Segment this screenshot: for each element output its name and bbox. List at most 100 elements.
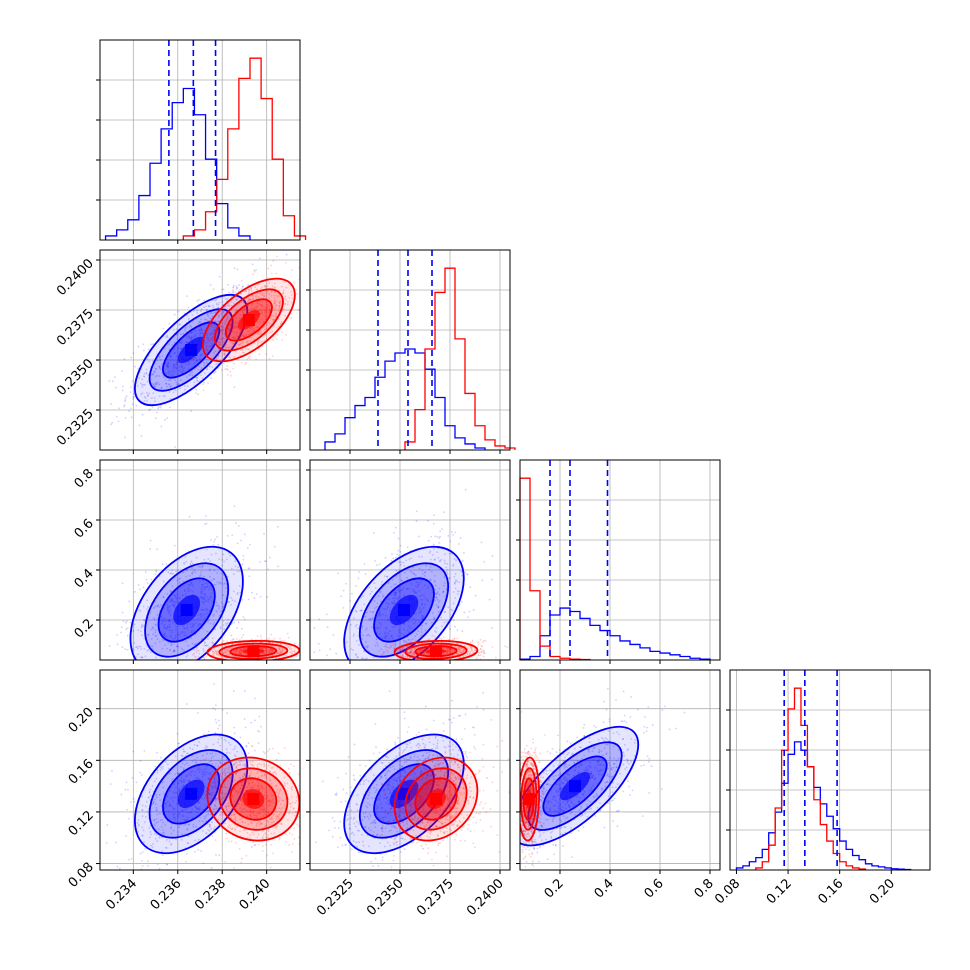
scatter-point [181, 808, 184, 811]
scatter-point [269, 317, 272, 320]
scatter-point [419, 649, 421, 652]
scatter-point [164, 378, 167, 381]
scatter-point [208, 823, 211, 826]
scatter-point [138, 609, 141, 612]
scatter-point [177, 742, 180, 745]
scatter-point [152, 627, 154, 630]
scatter-point [236, 591, 239, 594]
scatter-point [224, 354, 227, 357]
scatter-point [191, 583, 194, 586]
scatter-point [203, 364, 206, 367]
scatter-point [238, 664, 240, 666]
scatter-point [257, 332, 260, 335]
scatter-point [235, 285, 238, 288]
scatter-point [137, 583, 140, 586]
scatter-point [232, 286, 235, 289]
scatter-point [154, 629, 157, 632]
scatter-point [147, 633, 150, 636]
scatter-point [162, 620, 165, 623]
contour-blue [157, 577, 216, 643]
scatter-point [428, 568, 431, 571]
scatter-point [188, 374, 190, 377]
scatter-point [209, 312, 212, 315]
scatter-point [166, 604, 169, 607]
scatter-point [252, 668, 254, 670]
scatter-point [229, 324, 232, 326]
scatter-point [197, 298, 200, 301]
y-tick-label: 0.2375 [54, 306, 97, 349]
scatter-point [244, 332, 247, 335]
scatter-point [474, 594, 477, 597]
scatter-point [185, 828, 188, 831]
scatter-point [252, 295, 254, 298]
scatter-point [223, 353, 226, 356]
scatter-point [234, 565, 237, 568]
scatter-point [417, 630, 420, 632]
scatter-point [166, 417, 169, 419]
scatter-point [162, 829, 164, 831]
scatter-point [272, 355, 274, 358]
scatter-point [238, 570, 241, 573]
scatter-point [278, 302, 281, 304]
scatter-point [161, 662, 163, 664]
scatter-point [225, 318, 228, 320]
scatter-point [260, 312, 263, 315]
scatter-point [168, 383, 171, 386]
scatter-point [421, 649, 424, 652]
scatter-point [423, 653, 426, 656]
scatter-point [434, 592, 437, 595]
scatter-point [247, 742, 250, 744]
scatter-point [393, 642, 395, 645]
scatter-blue [105, 683, 271, 870]
scatter-point [209, 622, 212, 625]
scatter-point [358, 571, 360, 573]
scatter-point [147, 394, 149, 397]
scatter-point [197, 393, 200, 396]
scatter-point [385, 661, 387, 663]
scatter-point [141, 809, 144, 812]
scatter-point [406, 645, 409, 648]
scatter-point [464, 571, 467, 573]
scatter-point [169, 805, 172, 807]
scatter-point [234, 600, 236, 603]
scatter-point [448, 647, 451, 650]
scatter-point [167, 609, 170, 612]
scatter-point [176, 362, 179, 364]
scatter-point [178, 788, 181, 791]
scatter-point [390, 601, 393, 604]
scatter-point [206, 340, 209, 343]
scatter-point [138, 645, 140, 648]
scatter-point [169, 406, 172, 409]
scatter-point [226, 304, 229, 307]
scatter-point [158, 367, 161, 369]
scatter-point [194, 317, 197, 320]
scatter-point [276, 525, 279, 528]
scatter-point [211, 821, 214, 824]
scatter-point [340, 661, 342, 663]
scatter-point [227, 649, 230, 652]
scatter-point [186, 816, 189, 819]
scatter-point [226, 771, 229, 774]
scatter-point [222, 594, 225, 596]
scatter-point [390, 646, 393, 648]
scatter-point [234, 291, 237, 294]
scatter-point [426, 586, 429, 589]
scatter-point [178, 359, 181, 361]
scatter-point [479, 638, 482, 641]
scatter-point [253, 338, 255, 341]
scatter-point [265, 310, 268, 312]
scatter-point [374, 655, 377, 658]
scatter-point [268, 311, 271, 313]
scatter-point [221, 338, 223, 340]
scatter-point [449, 649, 452, 652]
scatter-point [166, 763, 169, 766]
scatter-point [176, 834, 179, 837]
scatter-point [283, 281, 286, 284]
scatter-point [166, 365, 169, 368]
scatter-point [250, 591, 253, 594]
scatter-point [209, 333, 212, 336]
scatter-point [446, 651, 448, 654]
scatter-point [160, 804, 163, 807]
scatter-point [415, 580, 418, 583]
scatter-point [158, 836, 161, 839]
